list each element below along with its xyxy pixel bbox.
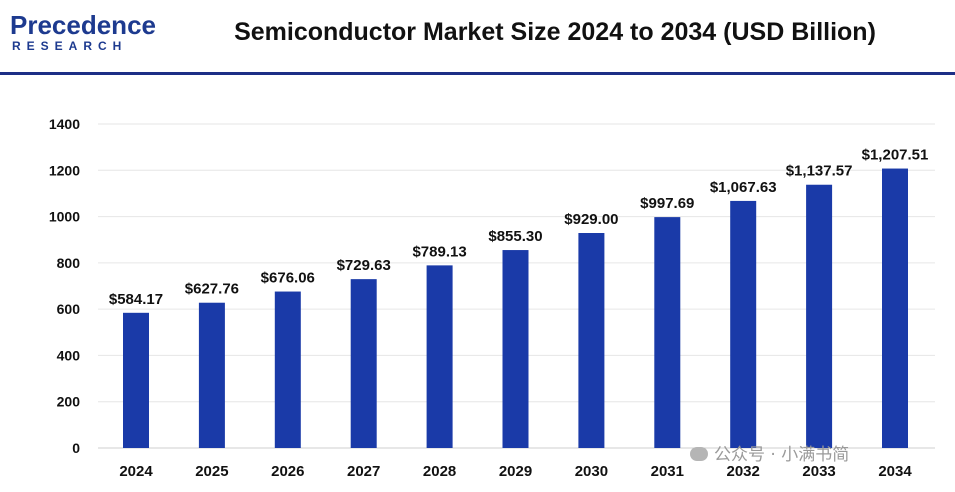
x-tick-label: 2032 [727,463,760,480]
y-tick-label: 0 [72,440,80,456]
x-tick-label: 2034 [878,463,912,480]
bar [882,168,908,449]
x-tick-label: 2028 [423,463,456,480]
x-tick-label: 2026 [271,463,304,480]
y-tick-label: 1400 [49,116,80,132]
watermark-text: 公众号 · 小满书简 [714,445,850,465]
data-label: $1,137.57 [786,163,853,180]
y-tick-label: 400 [57,347,81,363]
x-tick-label: 2025 [195,463,228,480]
data-label: $584.17 [109,291,163,308]
bar [654,217,681,448]
logo-wordmark: Precedence [10,10,156,40]
y-tick-label: 600 [57,301,81,317]
bar [350,279,377,448]
bar-chart: 0 200 400 600 800 1000 1200 1400 $584.17 2024 $627… [49,116,935,480]
x-tick-label: 2030 [575,463,608,480]
x-tick-label: 2024 [119,463,153,480]
bar [198,302,225,448]
logo-subtitle: RESEARCH [12,39,128,53]
bar [806,184,833,448]
data-label: $1,067.63 [710,179,777,196]
y-tick-label: 200 [57,394,81,410]
header: Precedence RESEARCH Semiconductor Market… [0,0,955,72]
data-label: $855.30 [488,228,542,245]
data-label: $676.06 [261,270,315,287]
data-label: $627.76 [185,281,239,298]
y-tick-label: 800 [57,255,81,271]
x-tick-label: 2027 [347,463,380,480]
bar [123,312,149,448]
data-label: $789.13 [412,243,466,260]
bar [578,233,605,448]
header-divider [0,72,955,75]
y-tick-label: 1000 [49,209,80,225]
watermark: 公众号 · 小满书简 [690,440,849,465]
data-label: $997.69 [640,195,694,212]
bar [502,250,529,448]
bar [730,200,757,448]
x-tick-label: 2031 [651,463,684,480]
data-label: $1,207.51 [862,147,929,164]
bar [274,291,301,448]
y-tick-label: 1200 [49,162,80,178]
brand-logo: Precedence RESEARCH [10,10,160,56]
chart-title: Semiconductor Market Size 2024 to 2034 (… [234,18,876,46]
wechat-icon [690,447,708,461]
bar [426,265,453,448]
x-tick-label: 2033 [802,463,835,480]
data-label: $929.00 [564,211,618,228]
x-tick-label: 2029 [499,463,532,480]
data-label: $729.63 [337,257,391,274]
